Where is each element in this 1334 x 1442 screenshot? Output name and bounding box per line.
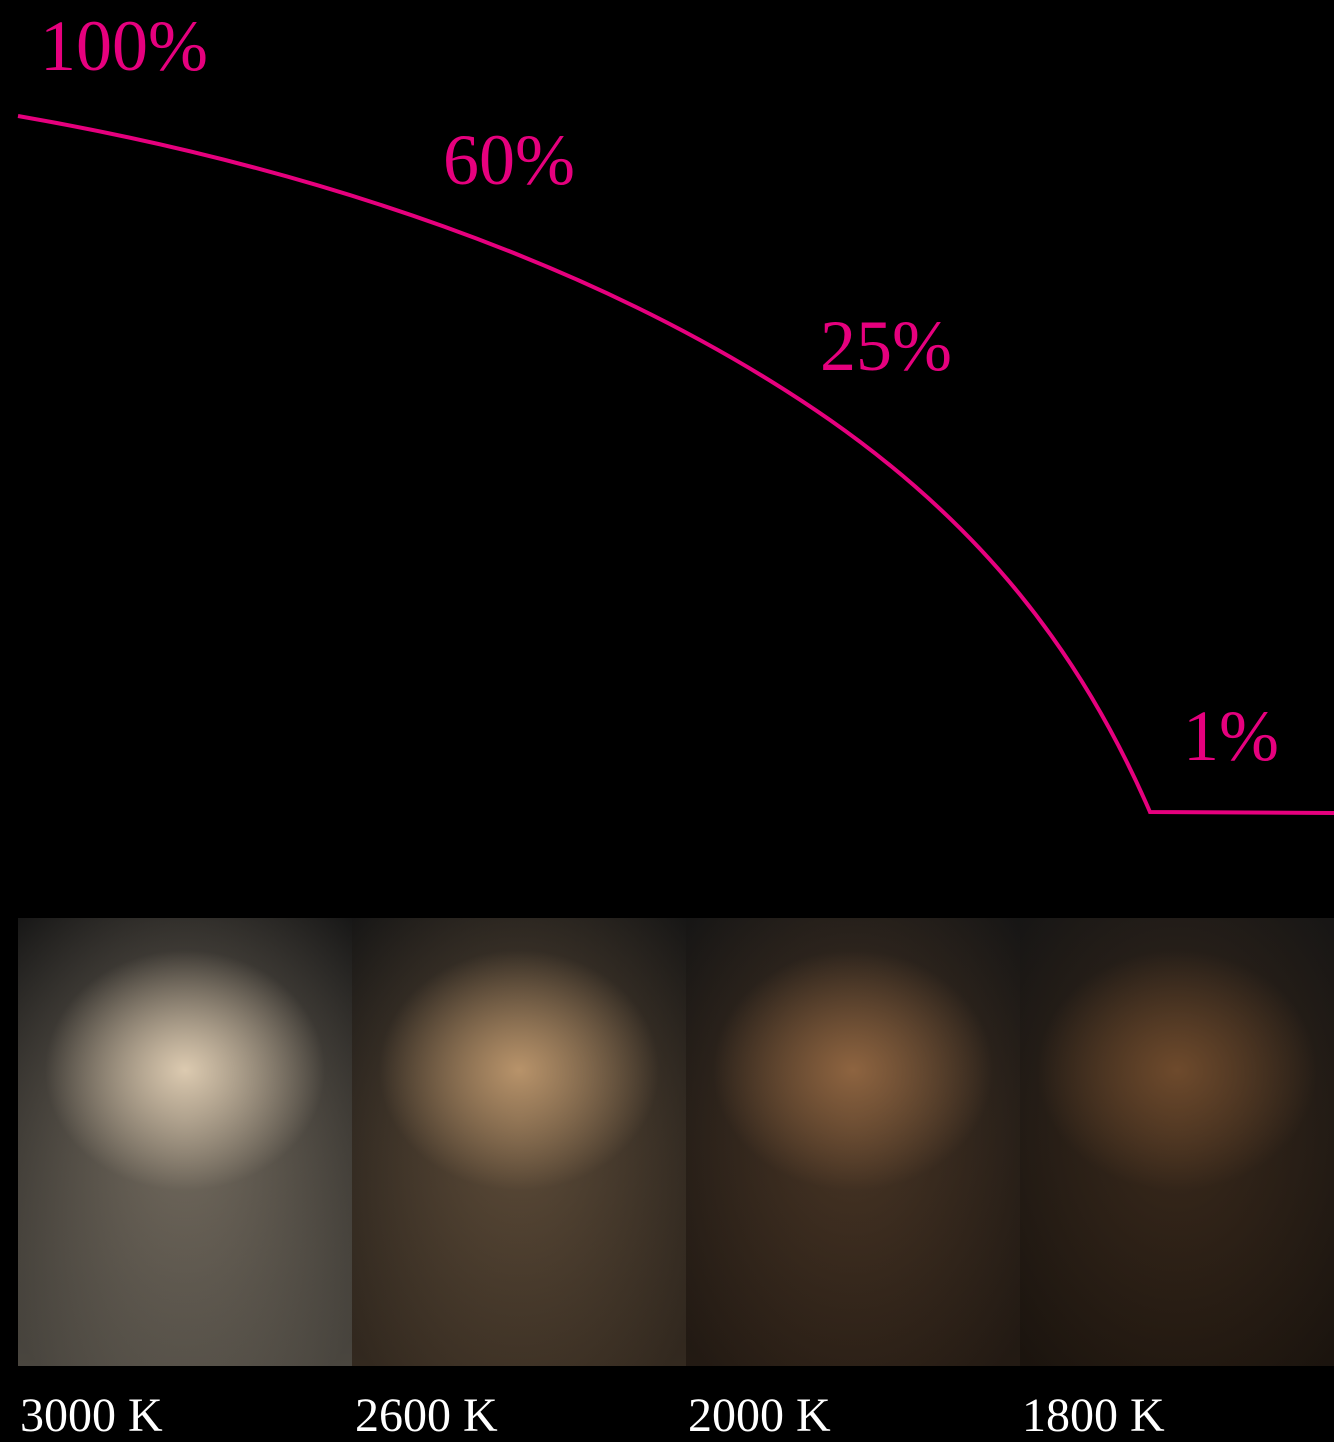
percent-label-100: 100% (40, 6, 208, 86)
color-temperature-swatches (18, 918, 1334, 1366)
percent-label-60: 60% (443, 120, 575, 200)
kelvin-label-2000: 2000 K (688, 1389, 831, 1442)
swatch-2600k (352, 918, 686, 1366)
percent-label-1: 1% (1183, 696, 1279, 776)
kelvin-label-3000: 3000 K (20, 1389, 163, 1442)
kelvin-label-1800: 1800 K (1022, 1389, 1165, 1442)
swatch-2000k (686, 918, 1020, 1366)
percent-label-25: 25% (820, 306, 952, 386)
swatch-1800k (1020, 918, 1334, 1366)
dimming-curve-plot (17, 114, 1334, 815)
kelvin-label-2600: 2600 K (355, 1389, 498, 1442)
swatch-3000k (18, 918, 352, 1366)
dimming-curve-line (17, 114, 1334, 815)
